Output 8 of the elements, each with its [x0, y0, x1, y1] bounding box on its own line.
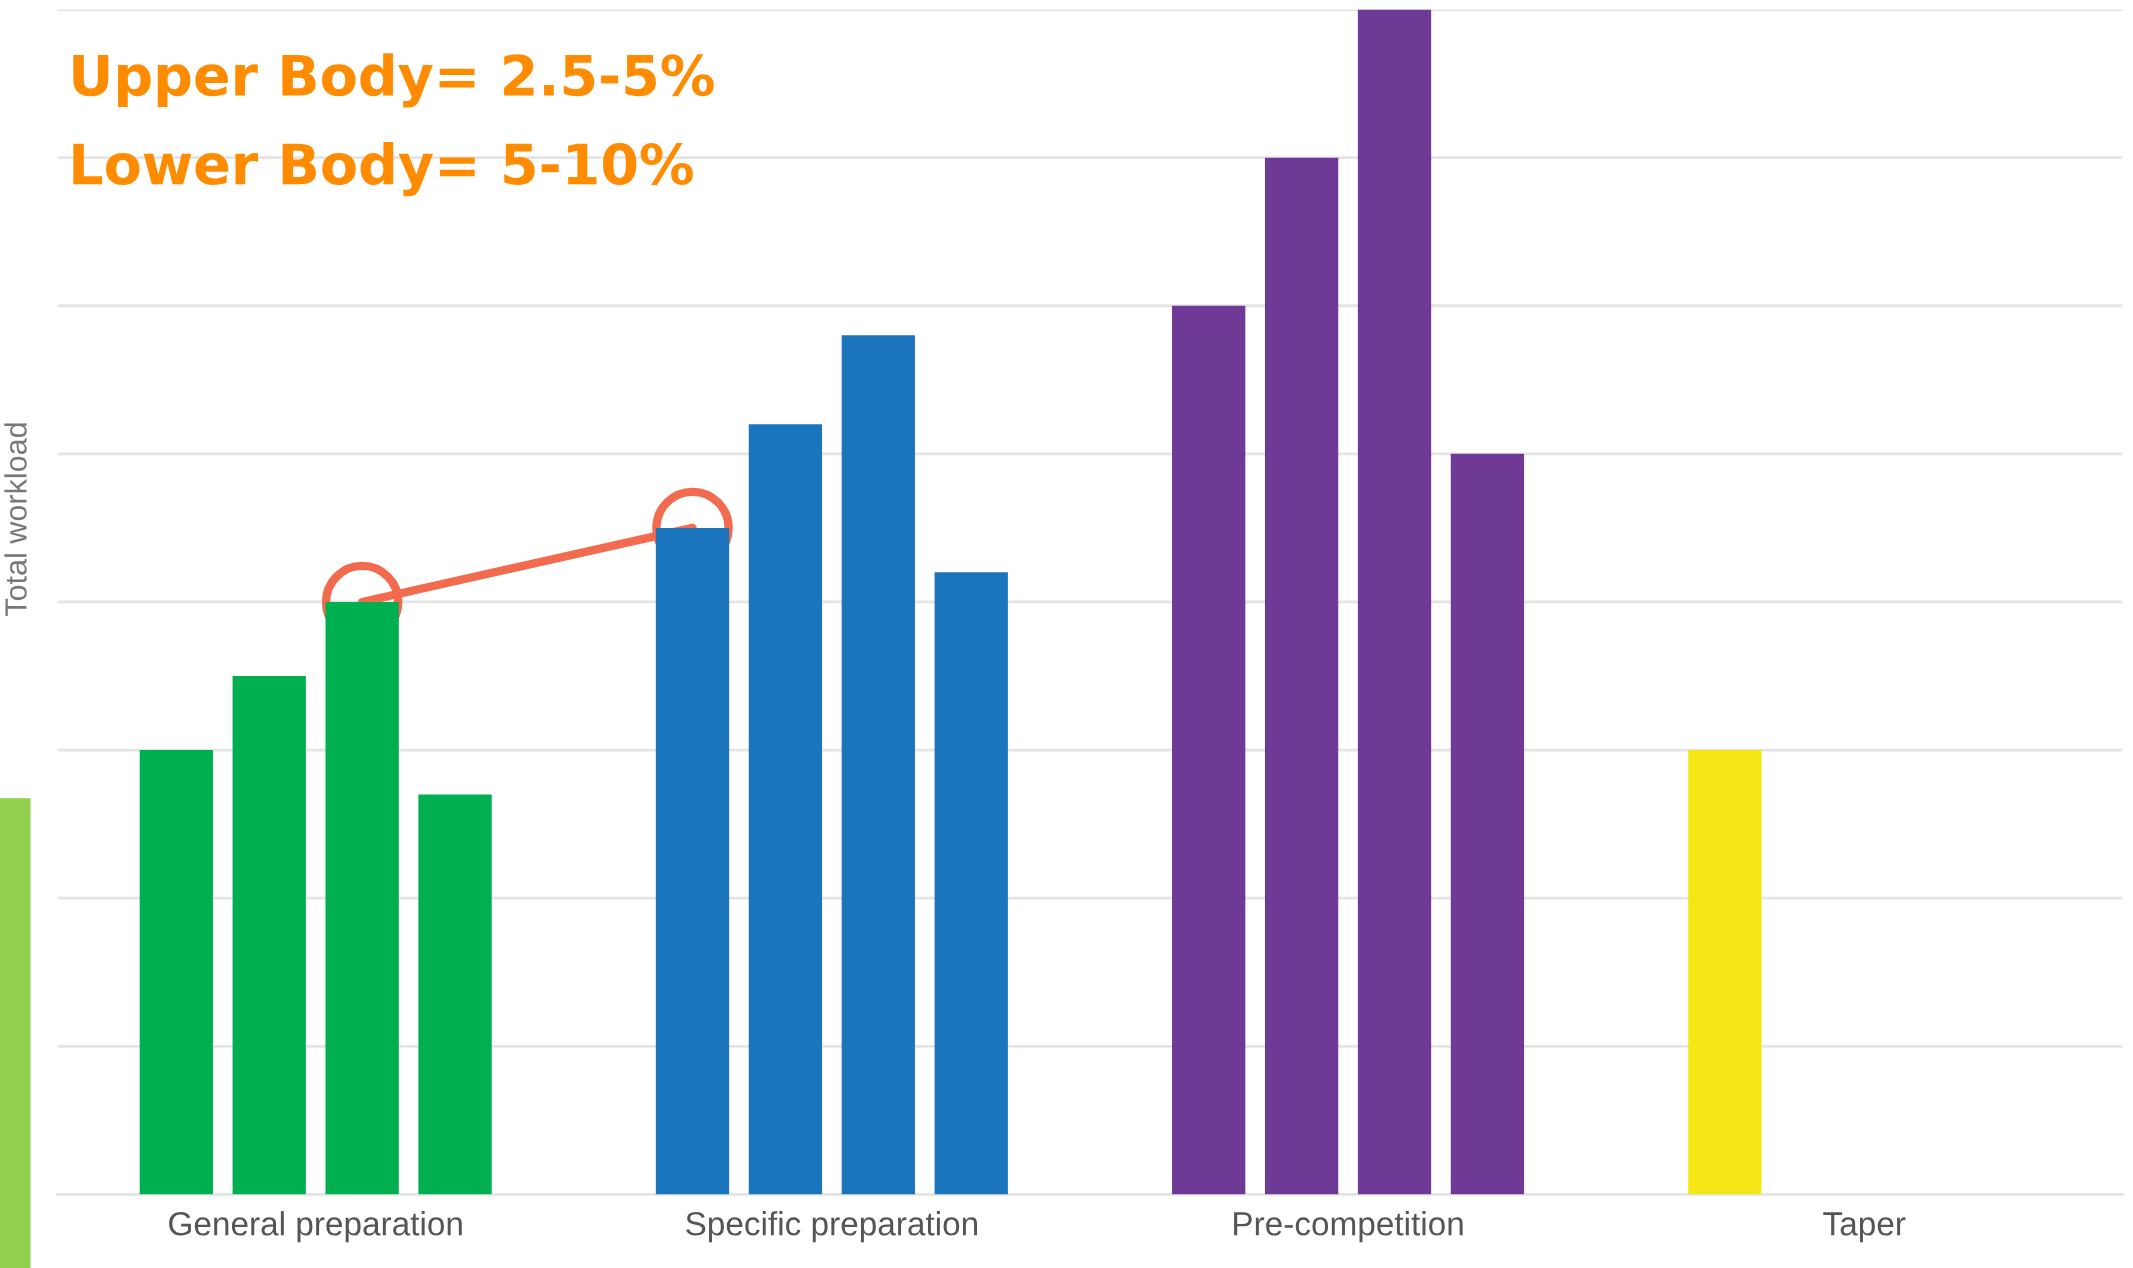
x-tick-label: Specific preparation: [686, 1211, 978, 1243]
x-tick-label: General preparation: [169, 1211, 462, 1243]
annotation: Upper Body= 2.5-5%: [73, 53, 714, 108]
x-tick-label: Taper: [1823, 1212, 1906, 1243]
annotation: Lower Body= 5-10%: [73, 142, 693, 197]
x-tick-label: Pre-competition: [1234, 1211, 1463, 1243]
y-axis-title: Total workload: [4, 423, 27, 616]
bar: [1688, 750, 1762, 1195]
